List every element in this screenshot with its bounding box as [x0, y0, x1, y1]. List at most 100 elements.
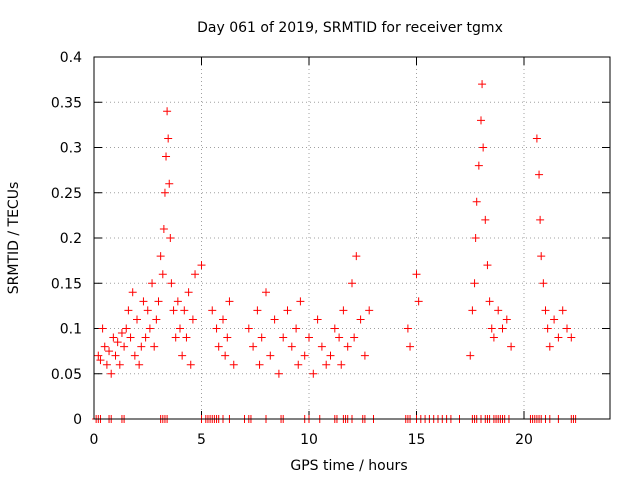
y-tick-label: 0.3: [60, 141, 82, 157]
data-point: [313, 315, 322, 324]
data-point: [137, 342, 146, 351]
data-point: [117, 329, 126, 338]
data-point: [113, 338, 122, 347]
data-point: [124, 306, 133, 315]
data-point: [406, 342, 415, 351]
data-point: [139, 297, 148, 306]
data-point: [360, 351, 369, 360]
data-point: [163, 107, 172, 116]
data-point: [483, 261, 492, 270]
data-point: [100, 342, 109, 351]
data-point: [487, 324, 496, 333]
data-point: [545, 342, 554, 351]
data-point: [219, 315, 227, 324]
data-point: [143, 306, 152, 315]
data-point: [197, 261, 206, 270]
data-point: [350, 333, 359, 342]
data-point: [322, 360, 331, 369]
y-tick-label: 0.25: [51, 186, 82, 202]
data-point: [479, 143, 488, 152]
data-point: [184, 288, 193, 297]
data-point: [339, 306, 348, 315]
data-point: [502, 315, 511, 324]
data-point: [296, 297, 305, 306]
data-point: [257, 333, 266, 342]
y-tick-label: 0.15: [51, 276, 82, 292]
data-point: [96, 356, 105, 365]
data-point: [356, 315, 365, 324]
data-point: [102, 360, 111, 369]
data-point: [145, 324, 154, 333]
data-point: [107, 369, 116, 378]
data-point: [470, 279, 479, 288]
data-point: [221, 351, 230, 360]
data-point: [337, 360, 346, 369]
data-point: [133, 315, 141, 324]
data-point: [128, 288, 137, 297]
data-point: [283, 306, 292, 315]
y-tick-label: 0.4: [60, 50, 82, 66]
data-point: [162, 152, 171, 161]
data-point: [507, 342, 516, 351]
data-point: [109, 333, 118, 342]
data-point: [167, 279, 176, 288]
data-point: [182, 333, 191, 342]
y-axis-label: SRMTID / TECUs: [6, 182, 22, 295]
data-point: [489, 333, 498, 342]
data-point: [173, 297, 182, 306]
data-point: [558, 306, 567, 315]
data-point: [120, 342, 129, 351]
data-point: [130, 351, 139, 360]
data-point: [317, 342, 326, 351]
data-point: [158, 270, 167, 279]
data-point: [148, 279, 157, 288]
data-point: [539, 279, 548, 288]
data-point: [171, 333, 180, 342]
x-tick-label: 10: [300, 432, 318, 448]
x-tick-label: 5: [197, 432, 206, 448]
data-point: [494, 306, 503, 315]
data-point: [111, 351, 120, 360]
data-point: [477, 116, 485, 125]
data-point: [180, 306, 189, 315]
data-point: [160, 188, 169, 197]
y-tick-label: 0.1: [60, 322, 82, 338]
data-point: [152, 315, 161, 324]
data-point: [122, 324, 131, 333]
data-point: [279, 333, 288, 342]
data-point: [165, 179, 174, 188]
data-point: [412, 270, 421, 279]
data-point: [141, 333, 150, 342]
data-point: [169, 306, 178, 315]
data-point: [348, 279, 356, 288]
axes: 0 0.05 0.1 0.15 0.2 0.25 0.3 0.35 0.4 0 5 10 15 20: [51, 50, 610, 448]
data-point: [478, 80, 487, 89]
data-point: [253, 306, 262, 315]
data-point: [244, 324, 253, 333]
data-point: [535, 170, 544, 179]
data-point: [343, 342, 352, 351]
data-point: [550, 315, 559, 324]
data-point: [156, 252, 165, 261]
data-point: [541, 306, 550, 315]
data-point: [563, 324, 571, 333]
data-point: [135, 360, 144, 369]
data-point: [485, 297, 494, 306]
data-point: [365, 306, 374, 315]
data-point: [335, 333, 344, 342]
data-point: [305, 333, 313, 342]
data-point: [266, 351, 275, 360]
plot-frame: [93, 56, 611, 420]
y-tick-label: 0: [73, 412, 82, 428]
data-point: [159, 224, 168, 233]
y-tick-label: 0.2: [60, 231, 82, 247]
data-point: [154, 297, 163, 306]
data-point: [274, 369, 283, 378]
data-point: [474, 161, 483, 170]
data-point: [98, 324, 107, 333]
data-point: [94, 351, 103, 360]
data-point: [403, 324, 412, 333]
data-point: [326, 351, 335, 360]
